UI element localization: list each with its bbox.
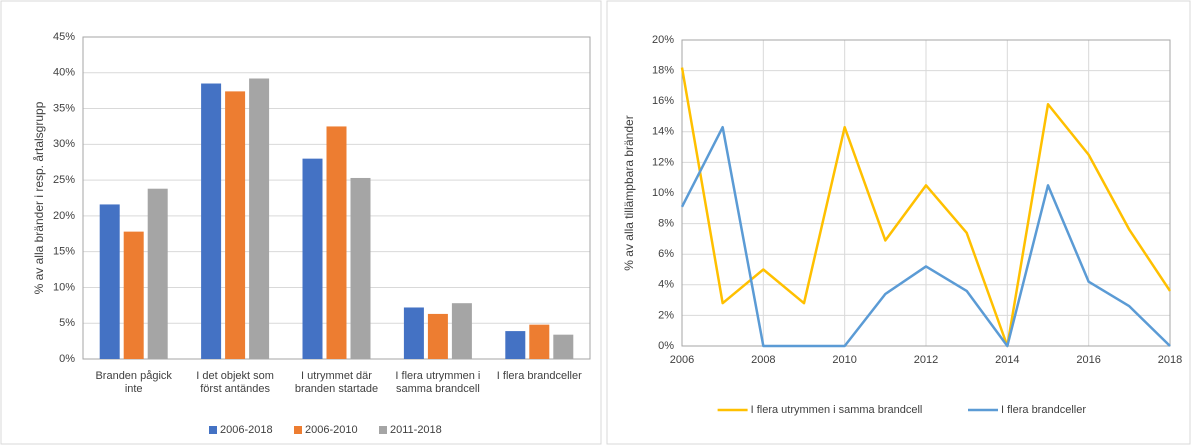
x-tick-label: 2018 — [1158, 354, 1182, 366]
bar — [225, 91, 246, 359]
y-tick-label: 14% — [652, 126, 674, 138]
legend-swatch — [379, 426, 387, 434]
x-tick-label: I utrymmet där branden startade — [294, 370, 379, 395]
bar — [350, 177, 371, 359]
panel — [606, 0, 1191, 445]
bar — [427, 313, 448, 359]
y-tick-label: 20% — [652, 34, 674, 46]
bar — [403, 307, 424, 359]
x-tick-label: I flera utrymmen i samma brandcell — [395, 370, 481, 395]
bar — [451, 303, 472, 359]
y-tick-label: 6% — [658, 248, 674, 260]
y-tick-label: 12% — [652, 156, 674, 168]
x-tick-label: Branden pågick inte — [95, 370, 172, 395]
bar — [302, 158, 323, 359]
x-tick-label: I flera brandceller — [496, 370, 582, 382]
x-tick-label: 2008 — [751, 354, 775, 366]
y-tick-label: 8% — [658, 218, 674, 230]
y-axis-title: % av alla bränder i resp. årtalsgrupp — [32, 101, 46, 294]
bar — [147, 188, 168, 359]
y-tick-label: 16% — [652, 95, 674, 107]
legend-label: 2011-2018 — [390, 424, 442, 436]
legend-label: 2006-2010 — [305, 424, 358, 436]
bar — [529, 324, 550, 359]
bar — [201, 83, 222, 359]
y-tick-label: 20% — [53, 210, 75, 222]
y-tick-label: 4% — [658, 279, 674, 291]
y-tick-label: 5% — [59, 317, 75, 329]
y-tick-label: 45% — [53, 31, 75, 43]
y-tick-label: 0% — [658, 340, 674, 352]
bar — [505, 331, 526, 359]
y-tick-label: 2% — [658, 309, 674, 321]
y-tick-label: 15% — [53, 246, 75, 258]
y-tick-label: 25% — [53, 174, 75, 186]
y-tick-label: 40% — [53, 67, 75, 79]
x-tick-label: I det objekt som först antändes — [196, 370, 274, 395]
y-tick-label: 35% — [53, 102, 75, 114]
line-series — [680, 125, 1171, 348]
x-tick-label: 2014 — [995, 354, 1019, 366]
y-tick-label: 10% — [652, 187, 674, 199]
legend-label: I flera utrymmen i samma brandcell — [751, 404, 923, 416]
bar — [249, 78, 270, 359]
y-tick-label: 10% — [53, 281, 75, 293]
line-series — [680, 67, 1172, 348]
y-tick-label: 0% — [59, 353, 75, 365]
y-tick-label: 30% — [53, 138, 75, 150]
bar — [123, 231, 144, 359]
plot-border — [681, 39, 1171, 347]
legend-swatch — [294, 426, 302, 434]
bar — [326, 126, 347, 359]
x-tick-label: 2006 — [670, 354, 694, 366]
bar — [553, 334, 574, 359]
bar — [99, 204, 120, 359]
x-tick-label: 2010 — [832, 354, 856, 366]
y-tick-label: 18% — [652, 65, 674, 77]
legend-label: I flera brandceller — [1001, 404, 1086, 416]
panel — [0, 0, 602, 445]
legend-swatch — [209, 426, 217, 434]
x-tick-label: 2016 — [1076, 354, 1100, 366]
y-axis-title: % av alla tillämpbara bränder — [622, 115, 636, 270]
legend-label: 2006-2018 — [220, 424, 273, 436]
x-tick-label: 2012 — [914, 354, 938, 366]
